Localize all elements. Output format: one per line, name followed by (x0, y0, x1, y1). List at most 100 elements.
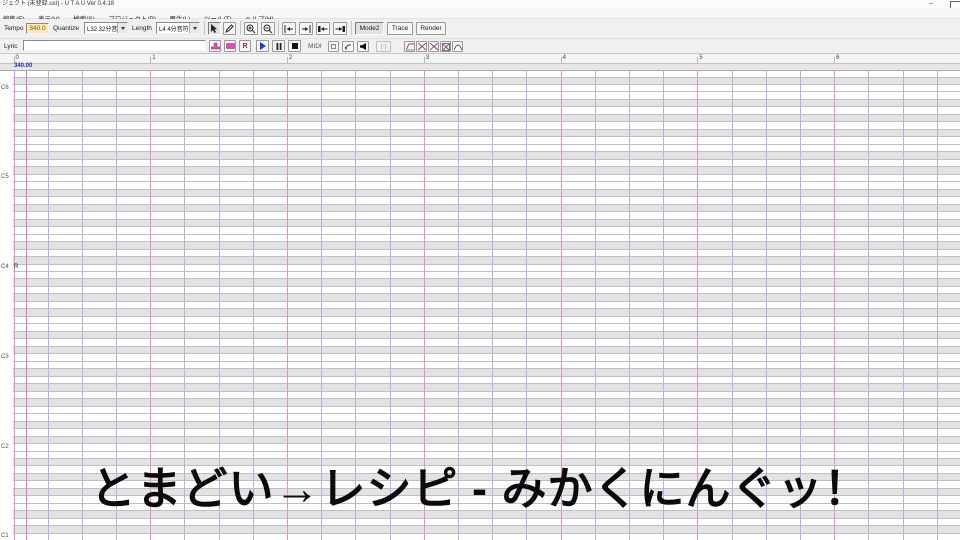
mode2-button[interactable]: Mode2 (355, 22, 384, 35)
play-button[interactable] (256, 40, 269, 52)
quantize-select[interactable]: L32 32分音符 (84, 22, 128, 34)
piano-roll-row[interactable] (13, 211, 960, 220)
zoom-out-button[interactable] (261, 22, 275, 35)
piano-roll-row[interactable] (13, 308, 960, 317)
piano-roll-row[interactable] (13, 226, 960, 235)
record-dot-button[interactable] (328, 41, 339, 52)
go-to-start-button[interactable] (282, 22, 296, 35)
piano-roll-row[interactable] (13, 166, 960, 175)
trace-button[interactable]: Trace (387, 22, 413, 35)
piano-roll-row[interactable] (13, 278, 960, 287)
piano-roll-row[interactable] (13, 181, 960, 190)
piano-roll-row[interactable] (13, 91, 960, 100)
piano-roll-row[interactable] (13, 472, 960, 482)
piano-roll-row[interactable] (13, 465, 960, 474)
envelope-button-5[interactable] (452, 41, 463, 52)
piano-roll-row[interactable] (13, 271, 960, 280)
piano-roll-row[interactable] (13, 218, 960, 228)
piano-roll-row[interactable] (13, 113, 960, 123)
piano-roll-row[interactable] (13, 390, 960, 400)
previous-part-button[interactable] (316, 22, 330, 35)
piano-roll-row[interactable] (13, 443, 960, 452)
render-button[interactable]: Render (416, 22, 446, 35)
piano-roll-row[interactable] (13, 532, 960, 540)
piano-roll-row[interactable] (13, 285, 960, 295)
piano-roll-row[interactable] (13, 106, 960, 115)
piano-roll-row[interactable] (13, 525, 960, 534)
pause-button[interactable] (272, 40, 285, 52)
lyric-fill-button[interactable] (224, 40, 236, 52)
piano-roll-row[interactable] (13, 121, 960, 130)
piano-roll-row[interactable] (13, 345, 960, 355)
piano-roll-row[interactable] (13, 241, 960, 250)
piano-roll-row[interactable] (13, 487, 960, 497)
piano-roll-row[interactable] (13, 428, 960, 437)
piano-roll-row[interactable] (13, 248, 960, 258)
piano-roll-row[interactable] (13, 98, 960, 108)
loop-button[interactable] (342, 41, 354, 52)
piano-roll-row[interactable] (13, 502, 960, 512)
piano-roll-row[interactable] (13, 323, 960, 332)
lyric-rest-button[interactable]: R (239, 40, 251, 52)
minimize-button[interactable]: – (929, 0, 933, 7)
piano-roll-row[interactable] (13, 517, 960, 527)
piano-roll-row[interactable] (13, 405, 960, 415)
envelope-button-3[interactable] (428, 41, 439, 52)
piano-roll-row[interactable] (13, 315, 960, 325)
piano-roll-row[interactable] (13, 360, 960, 370)
lyric-input[interactable] (23, 40, 206, 51)
envelope-button-4[interactable] (440, 41, 451, 52)
lyric-stamp-button[interactable] (209, 40, 221, 52)
rest-note[interactable]: R (14, 263, 19, 270)
tempo-input[interactable]: 340.0 (26, 23, 49, 34)
piano-roll-row[interactable] (13, 128, 960, 138)
piano-roll-row[interactable] (13, 420, 960, 430)
piano-roll-row[interactable] (13, 263, 960, 272)
piano-roll-row[interactable] (13, 188, 960, 198)
piano-roll-row[interactable] (13, 330, 960, 340)
zoom-in-button[interactable] (244, 22, 258, 35)
stop-button[interactable] (288, 40, 301, 52)
piano-roll-row[interactable] (13, 136, 960, 145)
select-tool-button[interactable] (208, 22, 221, 35)
piano-roll-row[interactable] (13, 510, 960, 519)
pencil-tool-button[interactable] (223, 22, 236, 35)
piano-roll-row[interactable] (13, 256, 960, 265)
piano-roll-row[interactable] (13, 84, 960, 93)
piano-roll-row[interactable] (13, 353, 960, 362)
measure-ruler[interactable]: 0 1 2 3 4 5 6 (0, 54, 960, 64)
piano-roll-row[interactable] (13, 368, 960, 377)
piano-roll-row[interactable] (13, 196, 960, 205)
piano-roll-row[interactable] (13, 76, 960, 85)
quantize-dropdown-button[interactable] (117, 23, 127, 33)
envelope-button-1[interactable] (404, 41, 415, 52)
length-dropdown-button[interactable] (189, 23, 199, 33)
piano-roll-row[interactable] (13, 203, 960, 213)
piano-roll-row[interactable] (13, 158, 960, 168)
length-select[interactable]: L4 4分音符 (156, 22, 200, 34)
go-to-end-button[interactable] (299, 22, 313, 35)
envelope-button-2[interactable] (416, 41, 427, 52)
piano-roll-row[interactable] (13, 398, 960, 407)
piano-roll-row[interactable] (13, 480, 960, 489)
piano-roll-row[interactable] (13, 300, 960, 310)
piano-roll-grid[interactable]: R (13, 71, 960, 540)
piano-roll-row[interactable] (13, 151, 960, 160)
piano-roll-row[interactable] (13, 233, 960, 243)
next-part-button[interactable] (333, 22, 347, 35)
record-dot-icon (331, 44, 336, 49)
piano-roll-row[interactable] (13, 173, 960, 183)
piano-roll-row[interactable] (13, 413, 960, 422)
piano-roll-row[interactable] (13, 375, 960, 385)
playhead-line[interactable] (25, 71, 27, 540)
piano-roll-row[interactable] (13, 495, 960, 504)
piano-roll-row[interactable] (13, 383, 960, 392)
piano-roll-row[interactable] (13, 450, 960, 459)
piano-roll-row[interactable] (13, 338, 960, 347)
piano-roll-row[interactable] (13, 458, 960, 467)
piano-roll-row[interactable] (13, 293, 960, 302)
speaker-button[interactable] (357, 41, 369, 52)
piano-roll-row[interactable] (13, 435, 960, 445)
piano-roll-row[interactable] (13, 71, 960, 78)
piano-roll-row[interactable] (13, 143, 960, 153)
